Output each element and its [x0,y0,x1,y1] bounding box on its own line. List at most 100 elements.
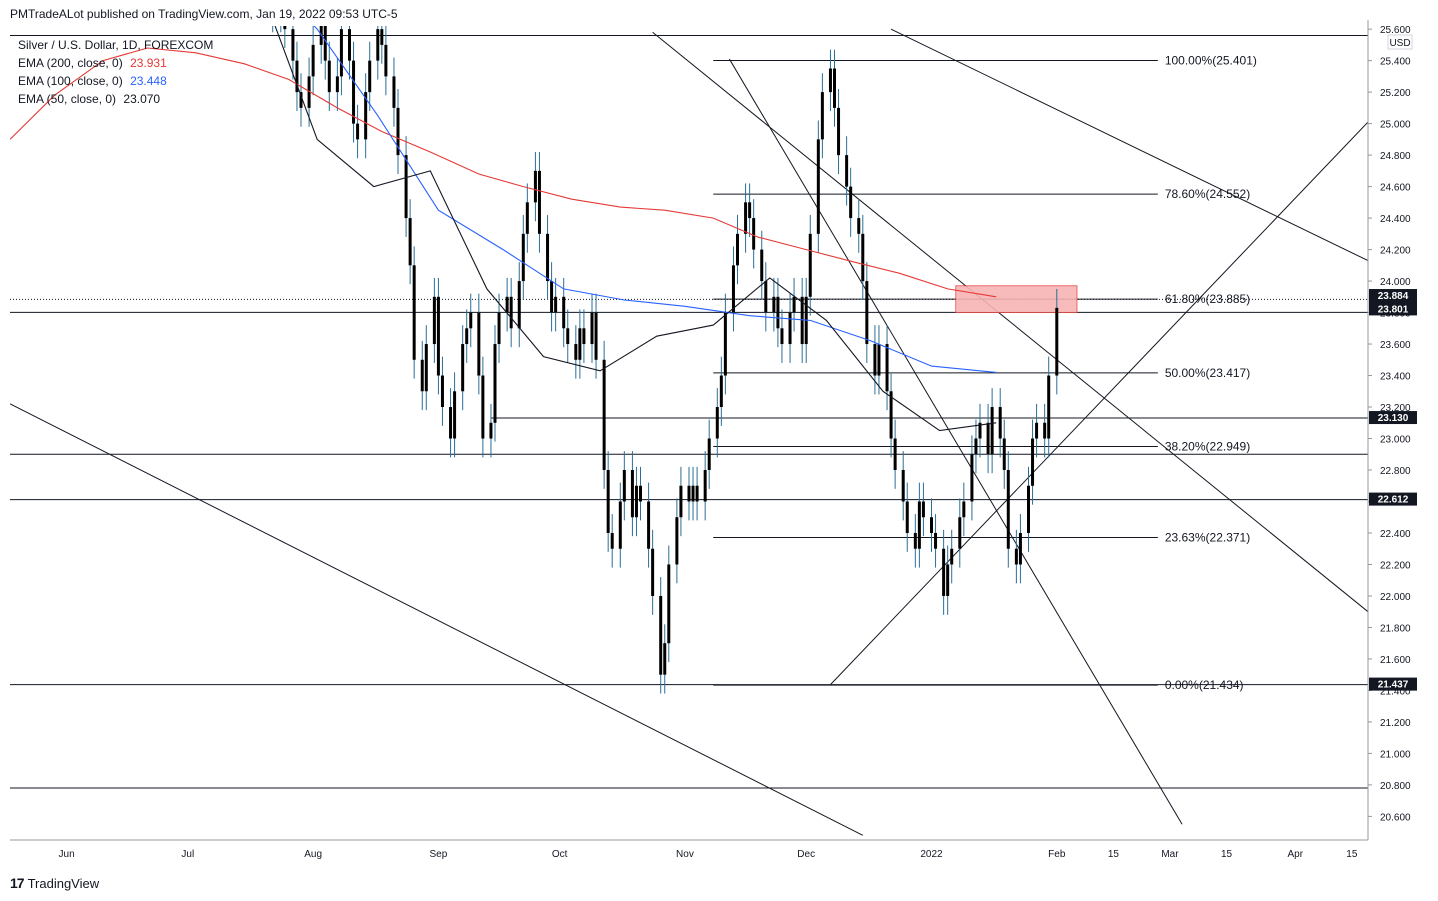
candle-body [453,391,457,439]
candle-body [622,470,626,502]
candle-body [703,470,707,502]
candle-body [1055,307,1059,376]
candle-body [893,438,897,470]
x-tick-label: Apr [1287,849,1303,860]
candle-body [998,407,1002,439]
candle-body [291,29,295,61]
y-tick-label: 25.000 [1380,120,1411,131]
candle-body [630,470,634,518]
legend-ema200[interactable]: EMA (200, close, 0) 23.931 [18,54,213,72]
candle-body [857,218,861,234]
candle-body [651,548,655,596]
candle-body [901,470,905,502]
candle-body [691,485,695,502]
candle-body [356,123,360,140]
x-tick-label: Feb [1048,849,1066,860]
candle-body [1027,485,1030,533]
candle-body [873,344,877,376]
y-tick-label: 22.200 [1380,560,1411,571]
y-tick-label: 22.800 [1380,466,1411,477]
symbol-label: Silver / U.S. Dollar, 1D, FOREXCOM [18,38,214,52]
candle-body [780,328,784,345]
candle-body [295,60,299,93]
price-badge-value: 21.437 [1378,680,1409,691]
candle-body [509,296,513,329]
candle-body [776,296,780,329]
y-tick-label: 23.200 [1380,403,1411,414]
candle-body [582,328,586,345]
price-badge-value: 23.801 [1378,304,1409,315]
candle-body [1047,375,1051,439]
candle-body [934,532,938,549]
candle-body [424,344,428,392]
legend-ema50[interactable]: EMA (50, close, 0) 23.070 [18,90,213,108]
fib-level-label: 50.00%(23.417) [1165,366,1250,380]
x-tick-label: Nov [676,849,694,860]
candle-body [715,407,719,439]
candle-body [327,60,331,93]
candle-body [828,68,832,93]
footer-brand[interactable]: 17 TradingView [10,875,99,891]
candle-body [760,249,764,282]
candle-body [942,548,946,596]
candle-body [986,422,990,455]
candle-body [788,312,792,345]
candle-body [663,643,667,675]
legend-ema100[interactable]: EMA (100, close, 0) 23.448 [18,72,213,90]
candle-body [634,485,638,518]
x-tick-label: Oct [552,849,568,860]
candle-body [335,76,339,93]
fib-level-label: 100.00%(25.401) [1165,53,1257,67]
price-badge [1369,677,1417,691]
candle-body [461,344,465,392]
candle-body [675,517,679,565]
candle-body [550,281,554,313]
candle-body [566,328,570,345]
candle-body [974,438,978,455]
candle-body [808,233,812,297]
candle-body [307,76,311,108]
y-tick-label: 21.600 [1380,655,1411,666]
candle-body [602,359,606,470]
candle-body [384,44,388,77]
candle-body [719,375,723,408]
y-tick-label: 25.200 [1380,88,1411,99]
candle-body [299,92,303,108]
candle-body [889,391,893,439]
candle-body [271,0,274,13]
candle-body [521,233,525,282]
candle-body [647,501,651,549]
y-tick-label: 23.400 [1380,372,1411,383]
candle-body [449,407,453,439]
candle-body [283,26,287,30]
candle-body [497,312,501,345]
candle-body [594,312,598,360]
candle-body [1014,548,1018,565]
candle-body [921,501,925,518]
candle-body [816,139,820,234]
candle-body [546,233,550,282]
candle-body [412,265,416,360]
trend-line [10,403,864,836]
currency-box [1387,34,1413,50]
candle-body [554,296,558,313]
ema100-label: EMA (100, close, 0) [18,74,123,88]
candle-body [606,470,610,533]
y-tick-label: 21.400 [1380,686,1411,697]
y-tick-label: 24.600 [1380,183,1411,194]
candle-body [610,532,614,549]
candle-body [533,170,537,203]
legend-symbol[interactable]: Silver / U.S. Dollar, 1D, FOREXCOM [18,36,213,54]
chart-legend: Silver / U.S. Dollar, 1D, FOREXCOM EMA (… [18,36,213,108]
y-tick-label: 24.400 [1380,214,1411,225]
trend-line [890,28,1368,262]
candle-body [1006,470,1010,549]
candle-body [432,296,436,345]
candle-body [667,564,671,644]
candle-body [845,155,849,187]
candle-body [917,501,921,549]
trend-line [830,121,1368,685]
fib-level-label: 78.60%(24.552) [1165,187,1250,201]
fib-level-label: 23.63%(22.371) [1165,531,1250,545]
